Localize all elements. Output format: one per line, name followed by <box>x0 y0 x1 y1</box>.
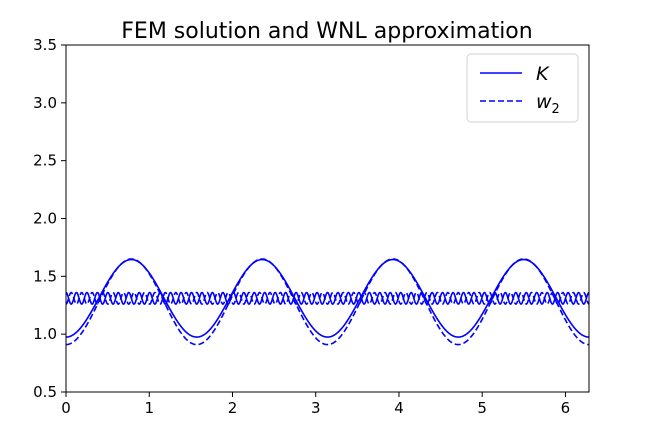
y-tick-label: 1.0 <box>33 325 57 343</box>
x-tick-label: 3 <box>311 399 321 417</box>
y-tick-label: 2.0 <box>33 210 57 228</box>
x-tick-label: 5 <box>477 399 487 417</box>
legend-label-w2-subscript: 2 <box>552 102 560 117</box>
x-tick-label: 2 <box>228 399 238 417</box>
legend-label-w2-main: w <box>536 91 552 113</box>
x-axis-ticks: 0 1 2 3 4 5 6 <box>61 392 570 417</box>
y-tick-label: 2.5 <box>33 152 57 170</box>
x-tick-label: 4 <box>394 399 404 417</box>
legend: K w2 <box>466 53 579 123</box>
y-axis-ticks: 0.5 1.0 1.5 2.0 2.5 3.0 3.5 <box>33 36 66 401</box>
legend-label-w2: w2 <box>536 91 560 117</box>
legend-box <box>466 53 579 123</box>
legend-label-k: K <box>536 63 550 85</box>
y-tick-label: 1.5 <box>33 267 57 285</box>
x-tick-label: 1 <box>144 399 154 417</box>
line-k-slow <box>65 258 590 338</box>
y-tick-label: 3.5 <box>33 36 57 54</box>
chart-title: FEM solution and WNL approximation <box>121 19 532 44</box>
x-tick-label: 0 <box>61 399 71 417</box>
plot-lines <box>65 258 590 346</box>
line-w2-ripple <box>65 291 590 306</box>
line-w2-slow <box>65 258 590 346</box>
x-tick-label: 6 <box>561 399 571 417</box>
y-tick-label: 0.5 <box>33 383 57 401</box>
y-tick-label: 3.0 <box>33 94 57 112</box>
line-k-ripple <box>65 291 590 306</box>
